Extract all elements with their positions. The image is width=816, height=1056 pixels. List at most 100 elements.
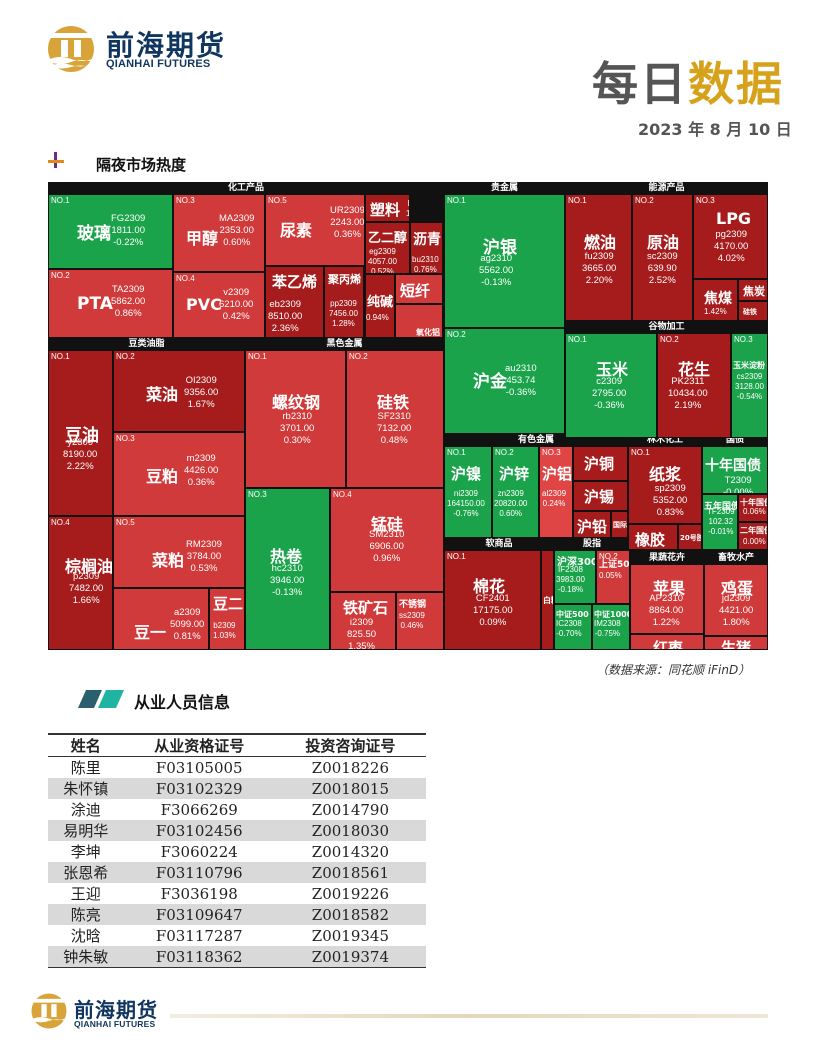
tile-code: PK2311 — [671, 376, 705, 387]
tile-name: 花生 — [678, 360, 711, 379]
table-row: 王迎 F3036198 Z0019226 — [48, 883, 426, 904]
footer-logo-chinese: 前海期货 — [74, 998, 158, 1022]
col-header-consult: 投资咨询证号 — [274, 733, 426, 757]
tile-rank: NO.3 — [116, 434, 135, 443]
consult-cell: Z0018226 — [311, 758, 390, 777]
col-header-license: 从业资格证号 — [123, 733, 275, 757]
tile-code: i2309 — [349, 617, 374, 628]
treemap-tile: NO.2 沪金 au2310 453.74 -0.36% — [444, 328, 565, 434]
treemap-tile: NO.1 棉花 CF2401 17175.00 0.09% — [444, 550, 541, 650]
tile-chg: 0.09% — [479, 617, 507, 628]
tile-rank: NO.5 — [116, 518, 135, 527]
tile-price: 17175.00 — [473, 605, 513, 616]
tile-name: 沪深300 — [557, 557, 596, 568]
tile-info: IM2308 -0.75% — [594, 619, 621, 639]
tile-price: 1811.00 — [111, 225, 145, 236]
table-row: 陈里 F03105005 Z0018226 — [48, 757, 426, 779]
tile-name: 棉花 — [473, 577, 506, 596]
tile-name: LPG — [716, 209, 752, 228]
tile-name: 纸浆 — [649, 465, 682, 484]
treemap-tile: 纯碱 0.94% — [365, 274, 395, 338]
tile-rank: NO.2 — [51, 271, 70, 280]
footer-divider — [170, 1014, 768, 1018]
tile-name: 沪铜 — [584, 455, 615, 473]
license-cell: F03102329 — [123, 778, 275, 799]
treemap-tile: 硅铁 — [738, 301, 768, 321]
section-title-staff: 从业人员信息 — [134, 693, 231, 712]
treemap-tile: 鸡蛋 jd2309 4421.00 1.80% — [704, 564, 768, 636]
consult-cell: Z0019226 — [311, 884, 390, 903]
tile-info: 1.42% — [704, 307, 727, 317]
tile-name: 二年国债 — [740, 526, 767, 535]
tile-code: cs2309 — [736, 372, 763, 381]
tile-name: 国际铜 — [613, 521, 627, 529]
table-row: 张恩希 F03110796 Z0018561 — [48, 862, 426, 883]
tile-name: 锰硅 — [371, 515, 404, 534]
tile-info: l23091.07% — [406, 199, 409, 219]
tile-chg: 2.36% — [271, 323, 299, 334]
tile-code: OI2309 — [185, 375, 217, 386]
tile-info: a2309 5099.00 0.81% — [170, 607, 204, 643]
treemap-tile: 红枣 — [630, 634, 704, 650]
tile-chg: 2.20% — [585, 275, 613, 286]
license-cell: F03117287 — [155, 926, 243, 945]
treemap-tile: 20号胶 — [678, 524, 702, 550]
tile-name: 棕榈油 — [65, 557, 113, 576]
tile-chg: -0.18% — [557, 585, 584, 594]
tile-chg: 1.22% — [652, 617, 680, 628]
staff-name-cell: 王迎 — [70, 885, 101, 903]
tile-chg: 0.52% — [371, 267, 394, 274]
tile-chg: 0.46% — [400, 621, 424, 630]
tile-name: PTA — [77, 294, 113, 314]
tile-name: 沪锌 — [499, 465, 530, 483]
tile-chg: -0.00% — [723, 487, 754, 494]
tile-chg: 0.42% — [222, 311, 250, 322]
treemap-group-label: 谷物加工 — [565, 321, 768, 333]
treemap-tile: NO.5 尿素 UR2309 2243.00 0.36% — [265, 194, 365, 266]
tile-code: au2310 — [505, 363, 537, 374]
tile-code: sc2309 — [647, 251, 678, 262]
tile-rank: NO.4 — [176, 274, 195, 283]
tile-info: p2309 7482.00 1.66% — [69, 571, 103, 607]
tile-name: 沥青 — [413, 232, 441, 248]
license-cell: F03102456 — [123, 820, 275, 841]
tile-info: eb2309 8510.00 2.36% — [268, 299, 302, 335]
treemap-tile: NO.3 沪铝 al2309 0.24% — [539, 446, 573, 538]
page-title-part2: 数据 — [688, 57, 784, 111]
tile-info: cs2309 3128.00 -0.54% — [735, 372, 764, 402]
tile-name: 焦煤 — [704, 291, 732, 307]
tile-chg: 1.28% — [332, 319, 355, 328]
tile-rank: NO.5 — [268, 196, 287, 205]
tile-chg: 0.83% — [656, 507, 684, 518]
tile-rank: NO.3 — [542, 448, 561, 457]
staff-name-cell: 涂迪 — [70, 801, 101, 819]
tile-name: 硅铁 — [743, 308, 757, 316]
tile-name: 玉米淀粉 — [733, 361, 765, 370]
treemap-tile: NO.4 锰硅 SM2310 6906.00 0.96% — [330, 488, 444, 592]
tile-name: 短纤 — [400, 282, 431, 300]
license-cell: F03105005 — [155, 758, 243, 777]
tile-info: 0.06% — [743, 507, 766, 517]
tile-info: bu2310 0.76% — [412, 255, 439, 273]
treemap-group-label: 能源产品 — [565, 182, 768, 194]
tile-price: 3946.00 — [270, 575, 305, 586]
tile-info: UR2309 2243.00 0.36% — [330, 205, 364, 241]
tile-price: 10434.00 — [668, 388, 708, 399]
tile-name: 纯碱 — [367, 295, 394, 310]
tile-name: 玉米 — [596, 360, 629, 379]
consult-cell: Z0019345 — [311, 926, 390, 945]
logo-english-text: QIANHAI FUTURES — [106, 58, 211, 70]
tile-chg: -0.01% — [708, 527, 734, 536]
tile-price: 7482.00 — [69, 583, 104, 594]
tile-name: 乙二醇 — [368, 231, 408, 246]
treemap-tile: NO.3 玉米淀粉 cs2309 3128.00 -0.54% — [731, 333, 768, 438]
tile-info: 0.00% — [743, 537, 766, 547]
tile-rank: NO.1 — [447, 552, 466, 561]
tile-price: 4170.00 — [714, 241, 749, 252]
tile-code: FG2309 — [111, 213, 146, 224]
tile-code: RM2309 — [186, 539, 222, 550]
tile-name: 菜粕 — [152, 551, 185, 570]
treemap-tile: NO.2 原油 sc2309 639.90 2.52% — [632, 194, 693, 321]
tile-info: eg2309 4057.00 0.52% — [368, 247, 397, 274]
tile-chg: 1.03% — [213, 631, 236, 640]
